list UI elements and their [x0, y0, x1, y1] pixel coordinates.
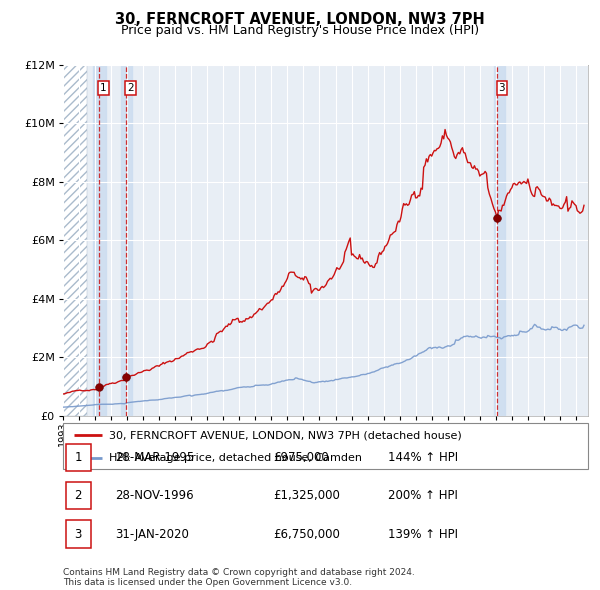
Text: £975,000: £975,000	[273, 451, 329, 464]
Bar	[94, 65, 106, 416]
Text: HPI: Average price, detached house, Camden: HPI: Average price, detached house, Camd…	[109, 453, 362, 463]
FancyBboxPatch shape	[63, 423, 588, 469]
FancyBboxPatch shape	[65, 482, 91, 509]
Bar	[63, 65, 87, 416]
Text: 28-NOV-1996: 28-NOV-1996	[115, 489, 194, 502]
Text: 139% ↑ HPI: 139% ↑ HPI	[389, 527, 458, 540]
Text: £1,325,000: £1,325,000	[273, 489, 340, 502]
Text: 28-MAR-1995: 28-MAR-1995	[115, 451, 195, 464]
Text: £6,750,000: £6,750,000	[273, 527, 340, 540]
Text: 3: 3	[74, 527, 82, 540]
Text: 200% ↑ HPI: 200% ↑ HPI	[389, 489, 458, 502]
Text: 31-JAN-2020: 31-JAN-2020	[115, 527, 190, 540]
Text: 30, FERNCROFT AVENUE, LONDON, NW3 7PH: 30, FERNCROFT AVENUE, LONDON, NW3 7PH	[115, 12, 485, 27]
FancyBboxPatch shape	[65, 444, 91, 471]
Text: Contains HM Land Registry data © Crown copyright and database right 2024.
This d: Contains HM Land Registry data © Crown c…	[63, 568, 415, 587]
Text: 30, FERNCROFT AVENUE, LONDON, NW3 7PH (detached house): 30, FERNCROFT AVENUE, LONDON, NW3 7PH (d…	[109, 431, 462, 441]
Bar	[121, 65, 132, 416]
Text: 1: 1	[100, 83, 107, 93]
Text: Price paid vs. HM Land Registry's House Price Index (HPI): Price paid vs. HM Land Registry's House …	[121, 24, 479, 37]
Text: 3: 3	[499, 83, 505, 93]
Text: 2: 2	[74, 489, 82, 502]
FancyBboxPatch shape	[65, 520, 91, 548]
Text: 1: 1	[74, 451, 82, 464]
Bar	[494, 65, 505, 416]
Text: 144% ↑ HPI: 144% ↑ HPI	[389, 451, 458, 464]
Text: 2: 2	[127, 83, 134, 93]
